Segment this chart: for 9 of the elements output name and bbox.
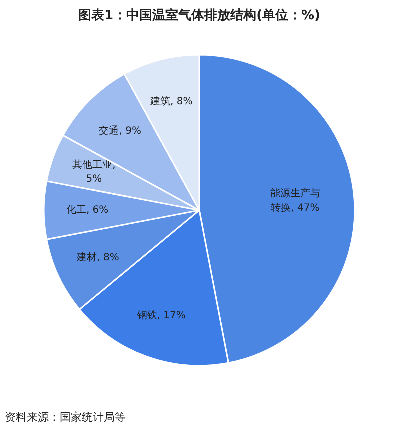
slice-label: 能源生产与转换, 47%	[270, 188, 320, 214]
slice-label: 其他工业, 5%	[72, 158, 116, 186]
slice-label: 建材, 8%	[76, 252, 120, 264]
slice-label: 交通, 9%	[99, 124, 142, 137]
text: 资料来源：国家统计局等	[5, 410, 126, 424]
slice-label: 化工, 6%	[66, 204, 109, 216]
slice-label: 钢铁, 17%	[136, 309, 186, 322]
slice-label: 建筑, 8%	[150, 95, 193, 108]
chart-title: 图表1：中国温室气体排放结构(单位：%)	[78, 8, 320, 24]
